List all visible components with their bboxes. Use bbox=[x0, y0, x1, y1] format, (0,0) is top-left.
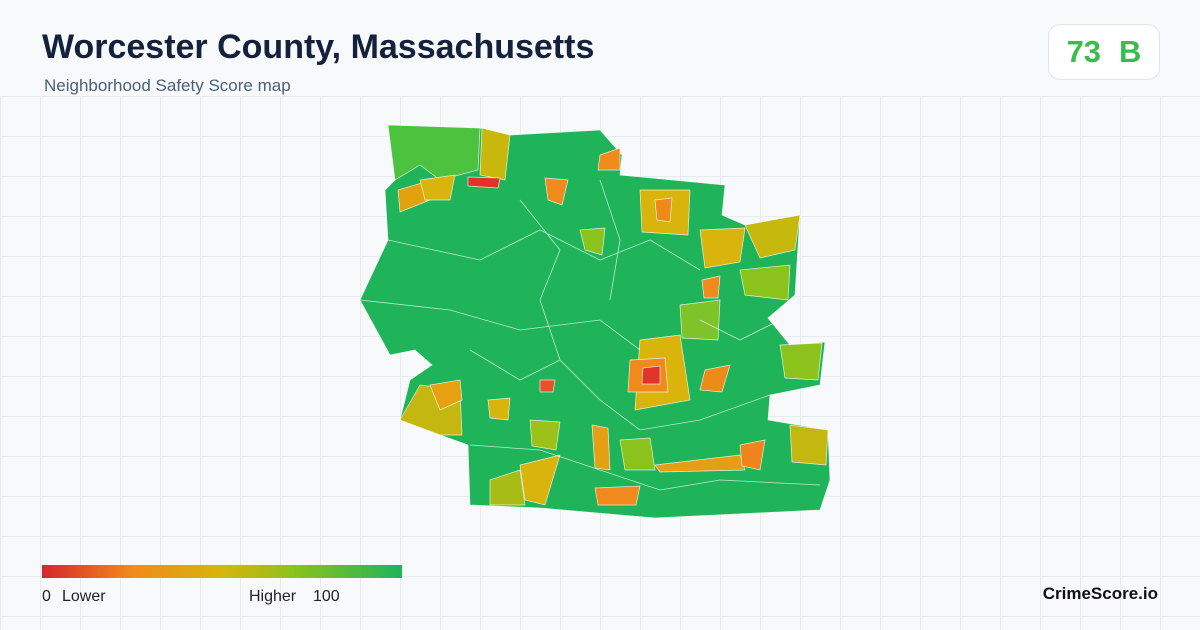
tract bbox=[654, 454, 746, 473]
tract bbox=[597, 147, 621, 171]
tract bbox=[739, 439, 766, 471]
tract bbox=[539, 379, 556, 393]
tract bbox=[489, 469, 526, 506]
tract bbox=[619, 437, 656, 471]
tract bbox=[579, 227, 606, 256]
tract bbox=[519, 454, 561, 506]
tract bbox=[544, 177, 569, 206]
title: Worcester County, Massachusetts bbox=[42, 28, 595, 66]
tract bbox=[744, 214, 801, 259]
tract bbox=[591, 424, 611, 471]
brand: CrimeScore.io bbox=[1042, 584, 1158, 603]
tract bbox=[739, 264, 791, 301]
subtitle: Neighborhood Safety Score map bbox=[44, 76, 291, 95]
score-value: 73 bbox=[1066, 34, 1102, 69]
score-grade: B bbox=[1119, 34, 1142, 69]
tract bbox=[594, 485, 641, 506]
tract bbox=[699, 227, 746, 269]
header bbox=[0, 0, 1200, 96]
tract-borders bbox=[359, 179, 821, 491]
tract bbox=[419, 174, 456, 201]
tract bbox=[701, 275, 721, 299]
legend-min-label: Lower bbox=[62, 588, 106, 605]
tract bbox=[529, 419, 561, 451]
legend-max: 100 bbox=[313, 588, 340, 605]
tract bbox=[654, 197, 673, 223]
tract bbox=[487, 397, 511, 421]
score-badge: 73 B bbox=[1048, 24, 1160, 80]
tract bbox=[789, 424, 829, 466]
tract bbox=[479, 127, 511, 181]
legend-max-label: Higher bbox=[249, 588, 297, 605]
tract bbox=[779, 342, 823, 381]
tract bbox=[429, 379, 463, 411]
tract bbox=[699, 364, 731, 393]
tract bbox=[641, 365, 661, 385]
legend-min: 0 bbox=[42, 588, 51, 605]
tract bbox=[467, 176, 501, 189]
tract bbox=[387, 124, 481, 181]
legend-gradient bbox=[42, 565, 402, 578]
